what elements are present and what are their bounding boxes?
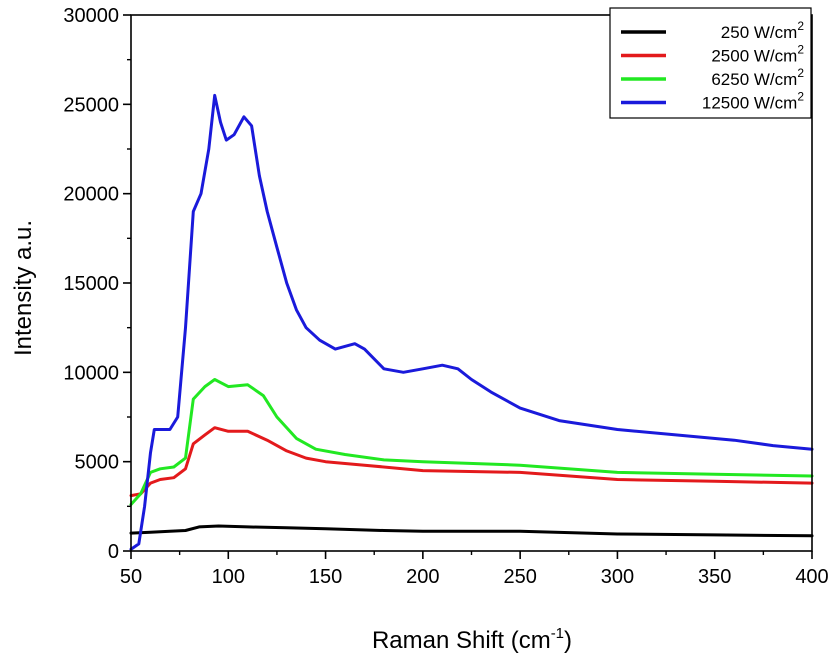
- x-axis: 50 100 150 200 250 300 350 400: [120, 551, 829, 588]
- x-tick-label: 200: [406, 566, 439, 588]
- legend-label-4: 12500 W/cm2: [702, 90, 804, 113]
- series-line-2: [129, 426, 814, 498]
- x-axis-title: Raman Shift (cm-1): [372, 625, 572, 654]
- y-axis: 0 5000 10000 15000 20000 25000 30000: [63, 5, 131, 563]
- series-line-3: [129, 378, 814, 506]
- x-tick-label: 350: [698, 566, 731, 588]
- x-tick-label: 300: [601, 566, 634, 588]
- y-tick-label: 25000: [63, 94, 119, 116]
- y-tick-label: 20000: [63, 184, 119, 206]
- x-tick-label: 250: [503, 566, 536, 588]
- y-tick-label: 15000: [63, 273, 119, 295]
- legend-label-1: 250 W/cm2: [721, 19, 805, 42]
- x-tick-label: 400: [795, 566, 828, 588]
- legend-box: [609, 7, 812, 119]
- y-tick-label: 0: [108, 541, 119, 563]
- x-axis-title-text: Raman Shift (cm: [372, 627, 551, 654]
- x-tick-label: 150: [309, 566, 342, 588]
- series-line-4: [129, 93, 814, 551]
- legend-label-2: 2500 W/cm2: [711, 43, 804, 66]
- series-line-1: [129, 524, 814, 538]
- y-tick-label: 5000: [75, 452, 120, 474]
- x-tick-label: 50: [120, 566, 142, 588]
- y-axis-title: Intensity a.u.: [10, 220, 37, 356]
- x-axis-title-sup: -1: [551, 625, 564, 642]
- x-tick-label: 100: [212, 566, 245, 588]
- x-axis-title-suffix: ): [564, 627, 572, 654]
- y-tick-label: 10000: [63, 362, 119, 384]
- y-tick-label: 30000: [63, 5, 119, 27]
- legend-label-3: 6250 W/cm2: [711, 66, 804, 89]
